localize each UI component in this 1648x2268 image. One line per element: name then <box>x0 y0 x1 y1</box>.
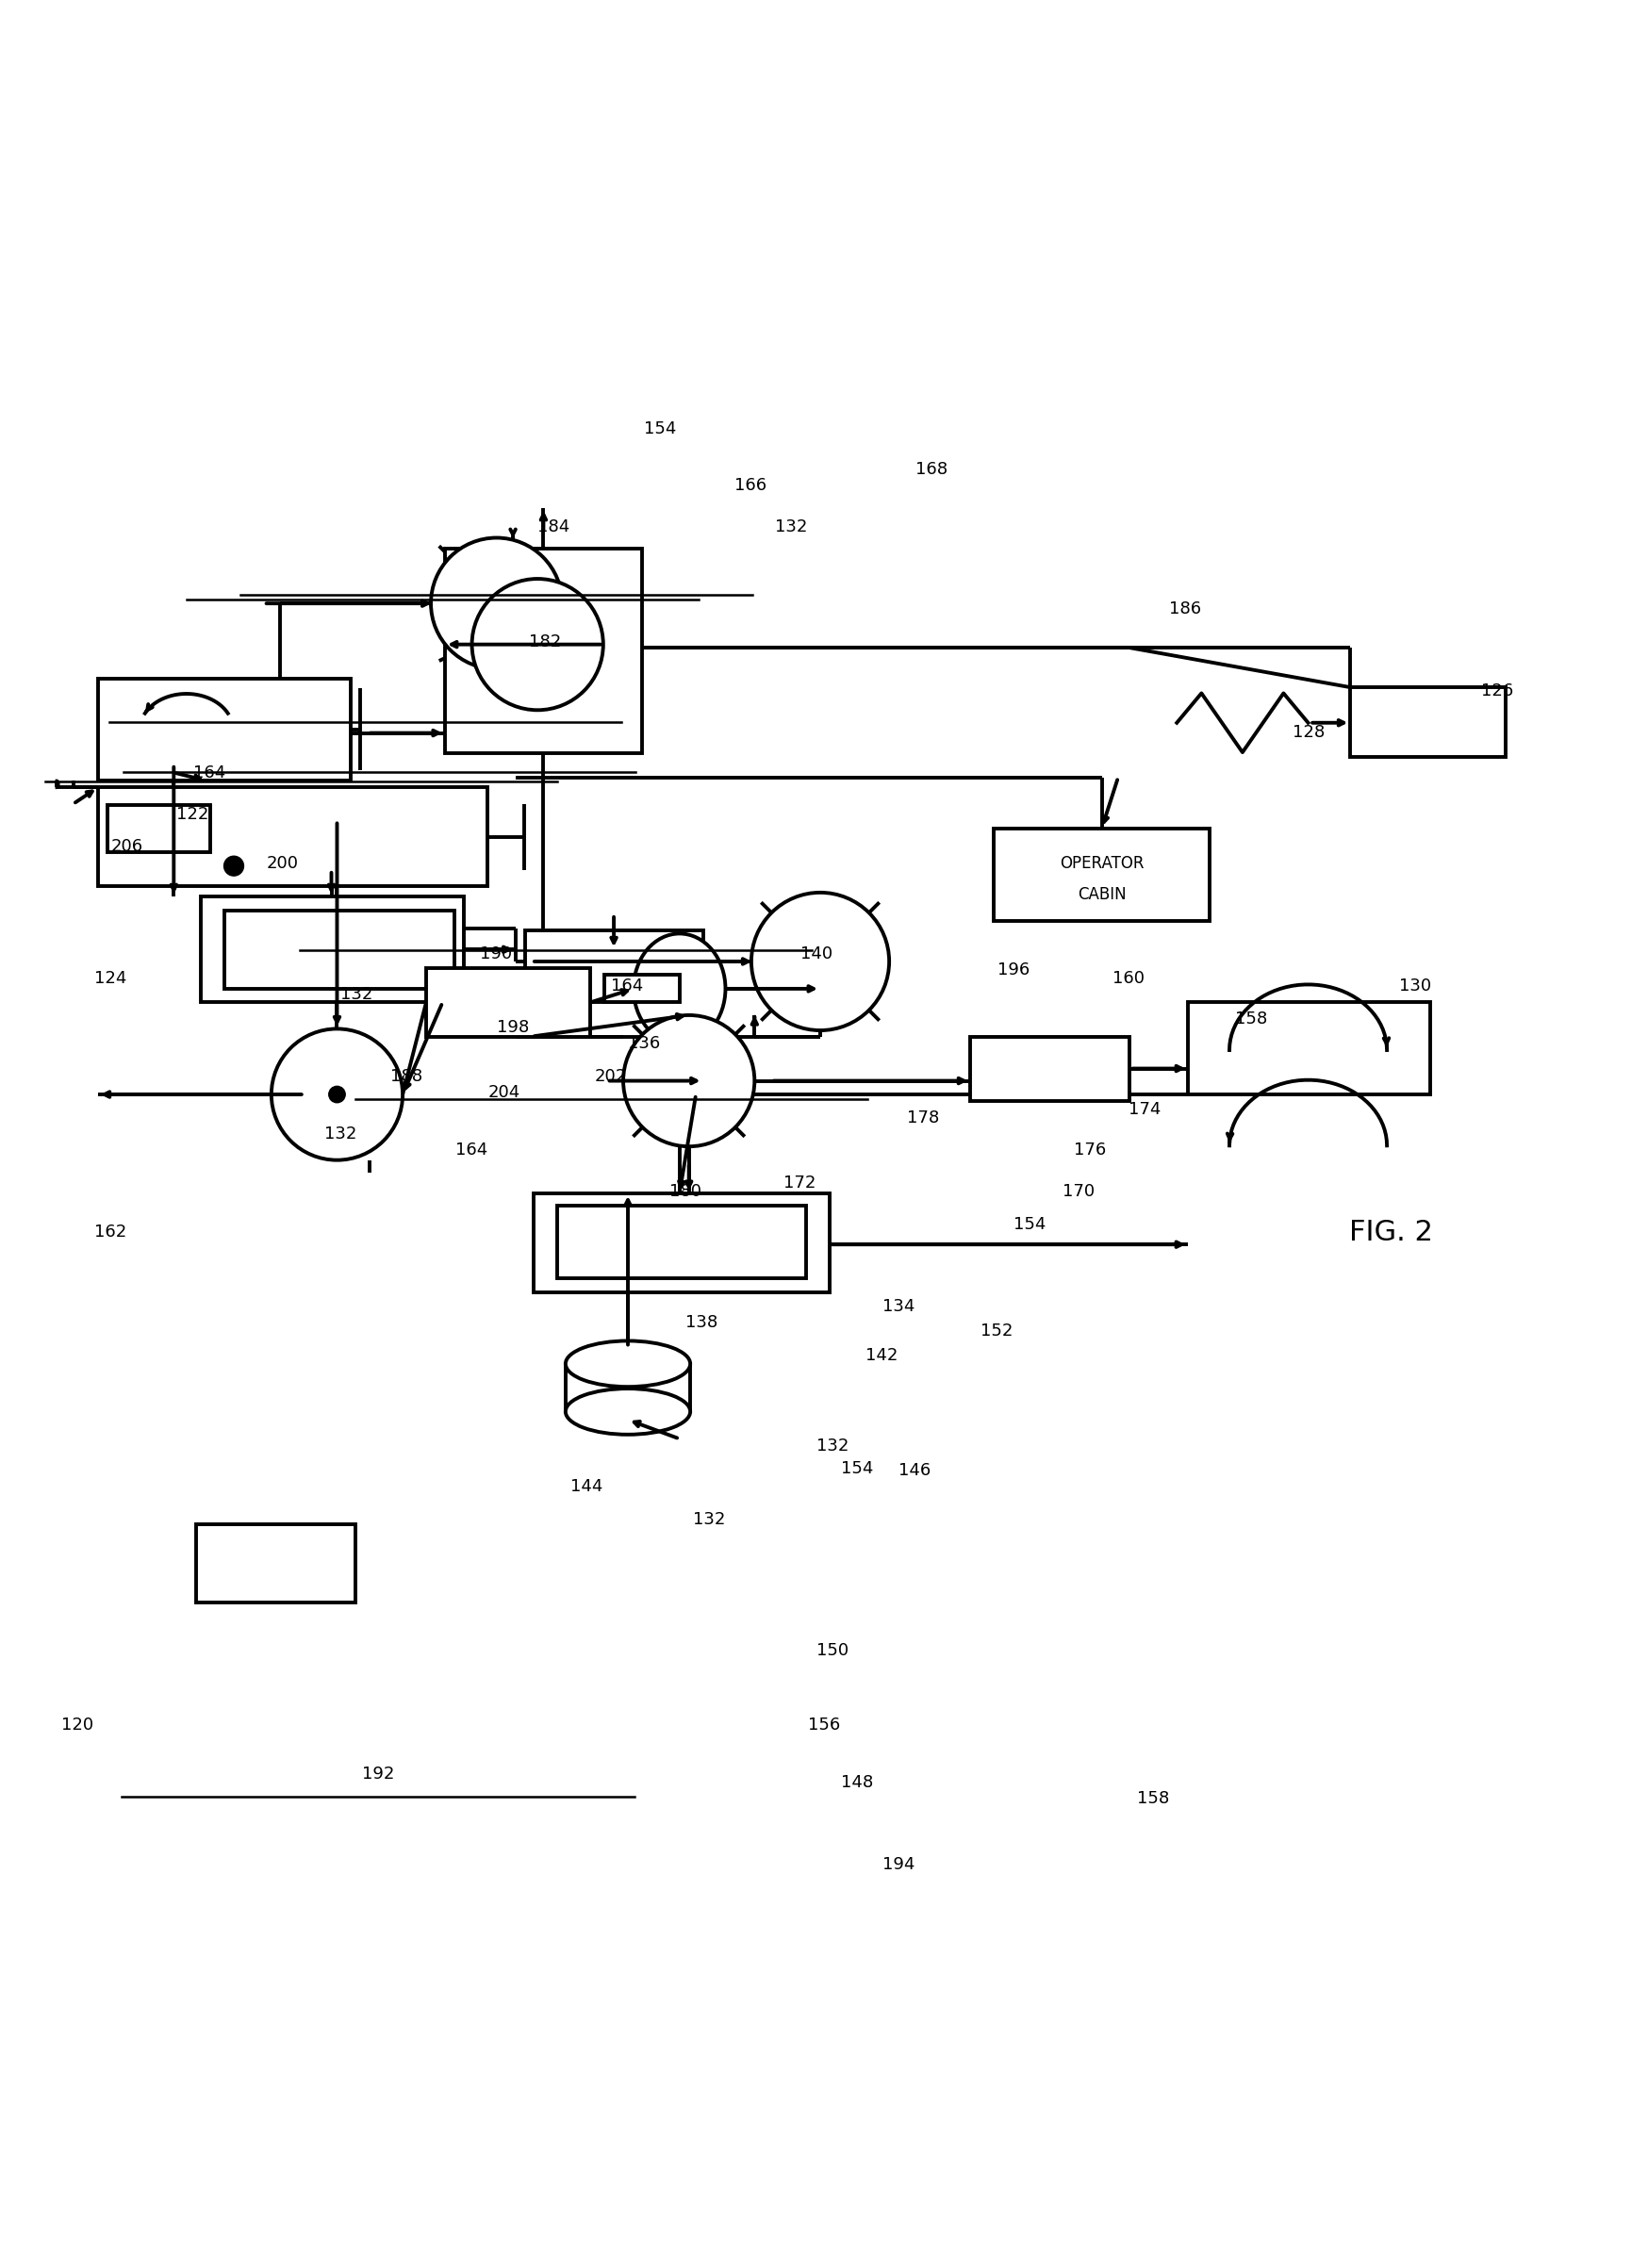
Bar <box>425 968 590 1036</box>
Text: 172: 172 <box>783 1175 816 1191</box>
Circle shape <box>623 1016 755 1145</box>
Text: 198: 198 <box>496 1018 529 1036</box>
Text: 134: 134 <box>882 1297 915 1315</box>
Circle shape <box>751 894 888 1030</box>
Text: 148: 148 <box>840 1774 873 1792</box>
Text: 192: 192 <box>361 1765 394 1783</box>
Ellipse shape <box>633 934 725 1043</box>
Text: 164: 164 <box>455 1141 488 1159</box>
Text: 128: 128 <box>1292 723 1323 739</box>
Text: 120: 120 <box>61 1717 94 1733</box>
Bar <box>445 549 641 753</box>
Bar <box>107 805 211 853</box>
Bar <box>1350 687 1505 758</box>
Text: 194: 194 <box>882 1855 915 1873</box>
Ellipse shape <box>565 1340 691 1386</box>
Text: 168: 168 <box>915 460 946 479</box>
Text: 142: 142 <box>865 1347 898 1363</box>
Text: 126: 126 <box>1480 683 1513 699</box>
Text: 132: 132 <box>341 987 372 1002</box>
Text: 156: 156 <box>808 1717 840 1733</box>
Bar <box>605 975 679 1002</box>
Text: 154: 154 <box>840 1461 873 1476</box>
Bar <box>969 1036 1129 1102</box>
Text: 170: 170 <box>1063 1184 1094 1200</box>
Text: 154: 154 <box>1014 1216 1045 1234</box>
Bar <box>1187 1002 1429 1095</box>
Text: 132: 132 <box>775 519 808 535</box>
Text: 132: 132 <box>325 1125 356 1143</box>
Text: 150: 150 <box>816 1642 849 1660</box>
Bar <box>224 909 455 989</box>
Text: FIG. 2: FIG. 2 <box>1348 1218 1432 1245</box>
Bar <box>524 930 702 1002</box>
Bar <box>557 1207 806 1279</box>
Text: 140: 140 <box>799 946 832 962</box>
Text: 158: 158 <box>1234 1012 1267 1027</box>
Text: 130: 130 <box>1399 978 1430 996</box>
Bar <box>534 1193 829 1293</box>
Text: 206: 206 <box>110 839 143 855</box>
Text: 202: 202 <box>595 1068 626 1084</box>
Text: 154: 154 <box>644 420 676 438</box>
Text: 174: 174 <box>1127 1100 1160 1118</box>
Circle shape <box>430 538 562 669</box>
Text: 190: 190 <box>480 946 513 962</box>
Bar <box>97 678 351 780</box>
Text: OPERATOR: OPERATOR <box>1060 855 1144 871</box>
Text: 196: 196 <box>997 962 1028 978</box>
Text: 164: 164 <box>611 978 643 996</box>
Text: 162: 162 <box>94 1225 127 1241</box>
Bar <box>201 896 463 1002</box>
Text: 164: 164 <box>193 764 226 782</box>
Text: 158: 158 <box>1135 1789 1168 1808</box>
Text: 166: 166 <box>733 476 766 494</box>
Text: 200: 200 <box>267 855 298 871</box>
Text: 136: 136 <box>628 1034 659 1052</box>
Text: 204: 204 <box>488 1084 521 1102</box>
Text: 124: 124 <box>94 971 127 987</box>
Text: 138: 138 <box>686 1313 717 1331</box>
Bar <box>196 1524 356 1603</box>
Text: 152: 152 <box>981 1322 1012 1340</box>
Circle shape <box>328 1086 344 1102</box>
Text: 122: 122 <box>176 805 209 823</box>
Text: 178: 178 <box>906 1109 939 1127</box>
Text: 180: 180 <box>669 1184 700 1200</box>
Bar <box>97 787 486 887</box>
Ellipse shape <box>565 1388 691 1436</box>
Circle shape <box>272 1030 402 1159</box>
Text: 176: 176 <box>1073 1141 1106 1159</box>
Text: 184: 184 <box>537 519 570 535</box>
Text: 132: 132 <box>694 1510 725 1529</box>
Text: 160: 160 <box>1111 971 1144 987</box>
Text: 186: 186 <box>1168 601 1201 617</box>
Text: 182: 182 <box>529 633 562 651</box>
Text: 144: 144 <box>570 1479 603 1495</box>
Circle shape <box>224 855 244 875</box>
Text: CABIN: CABIN <box>1076 887 1126 903</box>
Bar <box>994 828 1210 921</box>
Text: 146: 146 <box>898 1463 931 1479</box>
Text: 188: 188 <box>389 1068 422 1084</box>
Text: 132: 132 <box>816 1438 849 1454</box>
Circle shape <box>471 578 603 710</box>
